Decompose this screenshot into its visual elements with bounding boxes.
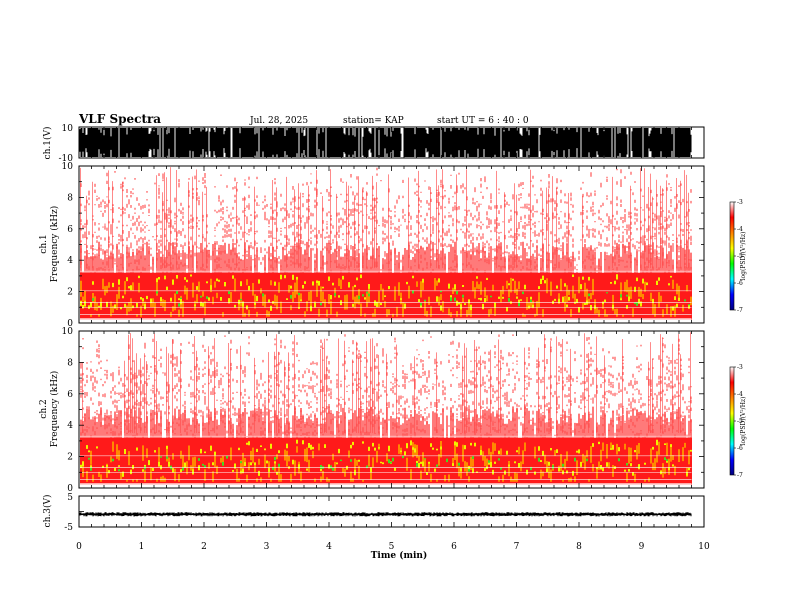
ch1-waveform-trace (79, 128, 692, 157)
colorbar-tick-label: -3 (737, 364, 743, 371)
y-tick-label: 6 (67, 225, 73, 235)
ch2-spectrogram-image (80, 332, 692, 485)
spectrogram-yellow-band (80, 439, 692, 477)
ch3-ytick-bottom: -5 (64, 523, 73, 533)
ch1-spectrogram-image (80, 167, 692, 320)
ch3-waveform-panel: 5 -5 ch.3(V) 0 1 2 3 4 5 6 7 8 9 10 Time (min) (42, 493, 710, 561)
y-tick-label: 2 (67, 288, 73, 298)
colorbar-label: log(PSD)(V²/Hz) (740, 397, 747, 446)
x-tick-label: 7 (514, 542, 520, 552)
colorbar-tick-label: -5 (737, 253, 743, 260)
y-tick-label: 0 (67, 319, 73, 329)
ch1-spectrogram-panel: 0 2 4 6 8 10 ch.1 Frequency (kHz) -3 -4 -5 -6 -7 l… (39, 162, 747, 329)
ch1-ytick-top: 10 (62, 124, 74, 134)
colorbar-tick-label: -5 (737, 418, 743, 425)
colorbar-tick-label: -6 (737, 280, 743, 287)
colorbar-tick-label: -6 (737, 445, 743, 452)
ch1-waveform-panel: 10 -10 ch.1(V) (42, 124, 705, 164)
x-axis-label: Time (min) (371, 550, 428, 561)
colorbar-tick-label: -4 (737, 391, 743, 398)
colorbar-tick-label: -3 (737, 199, 743, 206)
ch1-spectrogram-ylabel-freq: Frequency (kHz) (49, 206, 60, 283)
colorbar-tick-label: -7 (737, 472, 743, 479)
ch2-spectrogram-panel: 0 2 4 6 8 10 ch.2 Frequency (kHz) -3 -4 -5 -6 -7 l… (39, 327, 747, 494)
ch1-colorbar: -3 -4 -5 -6 -7 log(PSD)(V²/Hz) (729, 199, 747, 314)
x-tick-label: 10 (698, 542, 710, 552)
y-tick-label: 8 (67, 193, 73, 203)
y-tick-label: 0 (67, 484, 73, 494)
spectrogram-streaks (82, 332, 691, 434)
ch3-ytick-top: 5 (67, 493, 73, 503)
ch2-colorbar: -3 -4 -5 -6 -7 log(PSD)(V²/Hz) (729, 364, 747, 479)
y-tick-label: 10 (62, 162, 74, 172)
x-tick-label: 4 (326, 542, 332, 552)
x-tick-label: 0 (76, 542, 82, 552)
ch3-waveform-line (79, 512, 692, 517)
x-tick-label: 2 (201, 542, 207, 552)
ch1-ytick-bottom: -10 (59, 154, 74, 164)
ch2-spectrogram-ylabel-channel: ch.2 (39, 399, 49, 418)
spectrogram-low-band (80, 437, 692, 485)
ch1-waveform-ylabel: ch.1(V) (42, 127, 53, 160)
x-tick-label: 8 (576, 542, 582, 552)
y-tick-label: 4 (67, 421, 73, 431)
colorbar-gradient (729, 366, 735, 476)
x-tick-label: 5 (389, 542, 395, 552)
y-tick-label: 4 (67, 256, 73, 266)
x-tick-label: 3 (264, 542, 270, 552)
colorbar-gradient (729, 201, 735, 311)
spectrogram-mid-band (80, 241, 692, 273)
y-tick-label: 6 (67, 390, 73, 400)
ch3-waveform-ylabel: ch.3(V) (42, 495, 53, 528)
start-time-label: start UT = 6 : 40 : 0 (437, 116, 529, 126)
y-tick-label: 10 (62, 327, 74, 337)
ch2-spectrogram-ylabel-freq: Frequency (kHz) (49, 371, 60, 448)
ch1-waveform-line (79, 128, 692, 157)
ch1-spectrogram-ylabel-channel: ch.1 (39, 234, 49, 253)
date-label: Jul. 28, 2025 (249, 116, 308, 126)
colorbar-label: log(PSD)(V²/Hz) (740, 232, 747, 281)
ch3-waveform-trace (79, 512, 692, 517)
spectrogram-mid-band (80, 406, 692, 438)
y-tick-label: 8 (67, 358, 73, 368)
x-tick-label: 6 (451, 542, 457, 552)
figure-title: VLF Spectra (78, 112, 161, 126)
spectrogram-orange-band (80, 276, 692, 317)
station-label: station= KAP (343, 116, 404, 126)
x-tick-label: 1 (139, 542, 145, 552)
colorbar-tick-label: -7 (737, 307, 743, 314)
x-tick-label: 9 (639, 542, 645, 552)
y-tick-label: 2 (67, 453, 73, 463)
colorbar-tick-label: -4 (737, 226, 743, 233)
